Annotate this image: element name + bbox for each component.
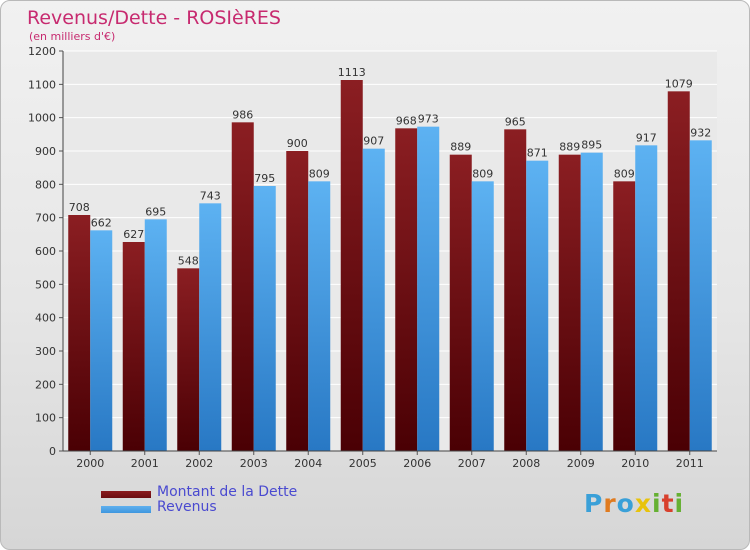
x-tick-label: 2001 (131, 457, 159, 470)
data-label: 965 (505, 115, 526, 128)
chart-subtitle: (en milliers d'€) (29, 30, 116, 43)
data-label: 708 (69, 201, 90, 214)
y-tick-label: 500 (35, 278, 56, 291)
bar-dette (68, 215, 91, 451)
bar-revenus (471, 181, 494, 452)
bar-dette (504, 129, 527, 452)
bar-revenus (90, 230, 113, 451)
data-label: 627 (123, 228, 144, 241)
bar-revenus (144, 219, 167, 451)
bar-revenus (362, 148, 385, 451)
x-tick-label: 2000 (76, 457, 104, 470)
proxiti-logo: Proxiti (584, 489, 684, 518)
bar-revenus (417, 126, 440, 452)
data-label: 973 (418, 113, 439, 126)
bar-revenus (526, 160, 549, 451)
x-tick-label: 2002 (185, 457, 213, 470)
x-tick-label: 2007 (458, 457, 486, 470)
bar-dette (231, 122, 254, 451)
y-tick-label: 100 (35, 412, 56, 425)
y-tick-label: 1000 (28, 112, 56, 125)
data-label: 889 (559, 141, 580, 154)
bar-dette (558, 154, 581, 451)
y-tick-label: 700 (35, 212, 56, 225)
bar-revenus (635, 145, 658, 452)
logo-letter: x (634, 489, 652, 518)
legend-label-dette: Montant de la Dette (157, 484, 298, 500)
logo-letter: o (616, 489, 635, 518)
bar-dette (340, 80, 363, 451)
data-label: 548 (178, 254, 199, 267)
bar-dette (286, 151, 309, 451)
bar-dette (613, 181, 636, 452)
bar-dette (667, 91, 690, 451)
data-label: 809 (614, 167, 635, 180)
legend-label-revenus: Revenus (157, 499, 217, 515)
bar-dette (122, 242, 145, 451)
y-tick-label: 400 (35, 312, 56, 325)
bar-revenus (199, 203, 222, 451)
x-tick-label: 2004 (294, 457, 322, 470)
data-label: 871 (527, 147, 548, 160)
data-label: 917 (636, 131, 657, 144)
bar-dette (395, 128, 418, 451)
legend-swatch-revenus (101, 506, 151, 513)
data-label: 895 (581, 139, 602, 152)
y-tick-label: 0 (49, 445, 56, 458)
y-tick-label: 800 (35, 178, 56, 191)
data-label: 695 (145, 205, 166, 218)
logo-letter: t (661, 489, 675, 518)
data-label: 743 (200, 189, 221, 202)
bar-dette (449, 154, 472, 451)
y-tick-label: 1100 (28, 78, 56, 91)
y-tick-label: 200 (35, 378, 56, 391)
x-tick-label: 2010 (621, 457, 649, 470)
x-tick-label: 2008 (512, 457, 540, 470)
y-tick-label: 600 (35, 245, 56, 258)
data-label: 1079 (665, 77, 693, 90)
data-label: 900 (287, 137, 308, 150)
data-label: 795 (254, 172, 275, 185)
y-tick-label: 1200 (28, 45, 56, 58)
data-label: 1113 (338, 66, 366, 79)
logo-letter: i (674, 489, 685, 518)
x-tick-label: 2009 (567, 457, 595, 470)
data-label: 809 (472, 167, 493, 180)
bar-revenus (580, 152, 603, 451)
x-tick-label: 2003 (240, 457, 268, 470)
bar-revenus (253, 186, 276, 451)
data-label: 662 (91, 216, 112, 229)
bar-revenus (689, 140, 712, 452)
data-label: 809 (309, 167, 330, 180)
logo-letter: P (584, 489, 604, 518)
data-label: 968 (396, 114, 417, 127)
data-label: 907 (363, 135, 384, 148)
logo-letter: r (603, 489, 617, 518)
bar-revenus (308, 181, 331, 452)
x-tick-label: 2006 (403, 457, 431, 470)
data-label: 889 (450, 141, 471, 154)
legend-swatch-dette (101, 491, 151, 498)
y-tick-label: 900 (35, 145, 56, 158)
chart-title: Revenus/Dette - ROSIèRES (27, 7, 281, 29)
data-label: 986 (232, 108, 253, 121)
x-tick-label: 2011 (676, 457, 704, 470)
logo-letter: i (652, 489, 662, 518)
x-tick-label: 2005 (349, 457, 377, 470)
data-label: 932 (690, 126, 711, 139)
bar-dette (177, 268, 200, 451)
y-tick-label: 300 (35, 345, 56, 358)
